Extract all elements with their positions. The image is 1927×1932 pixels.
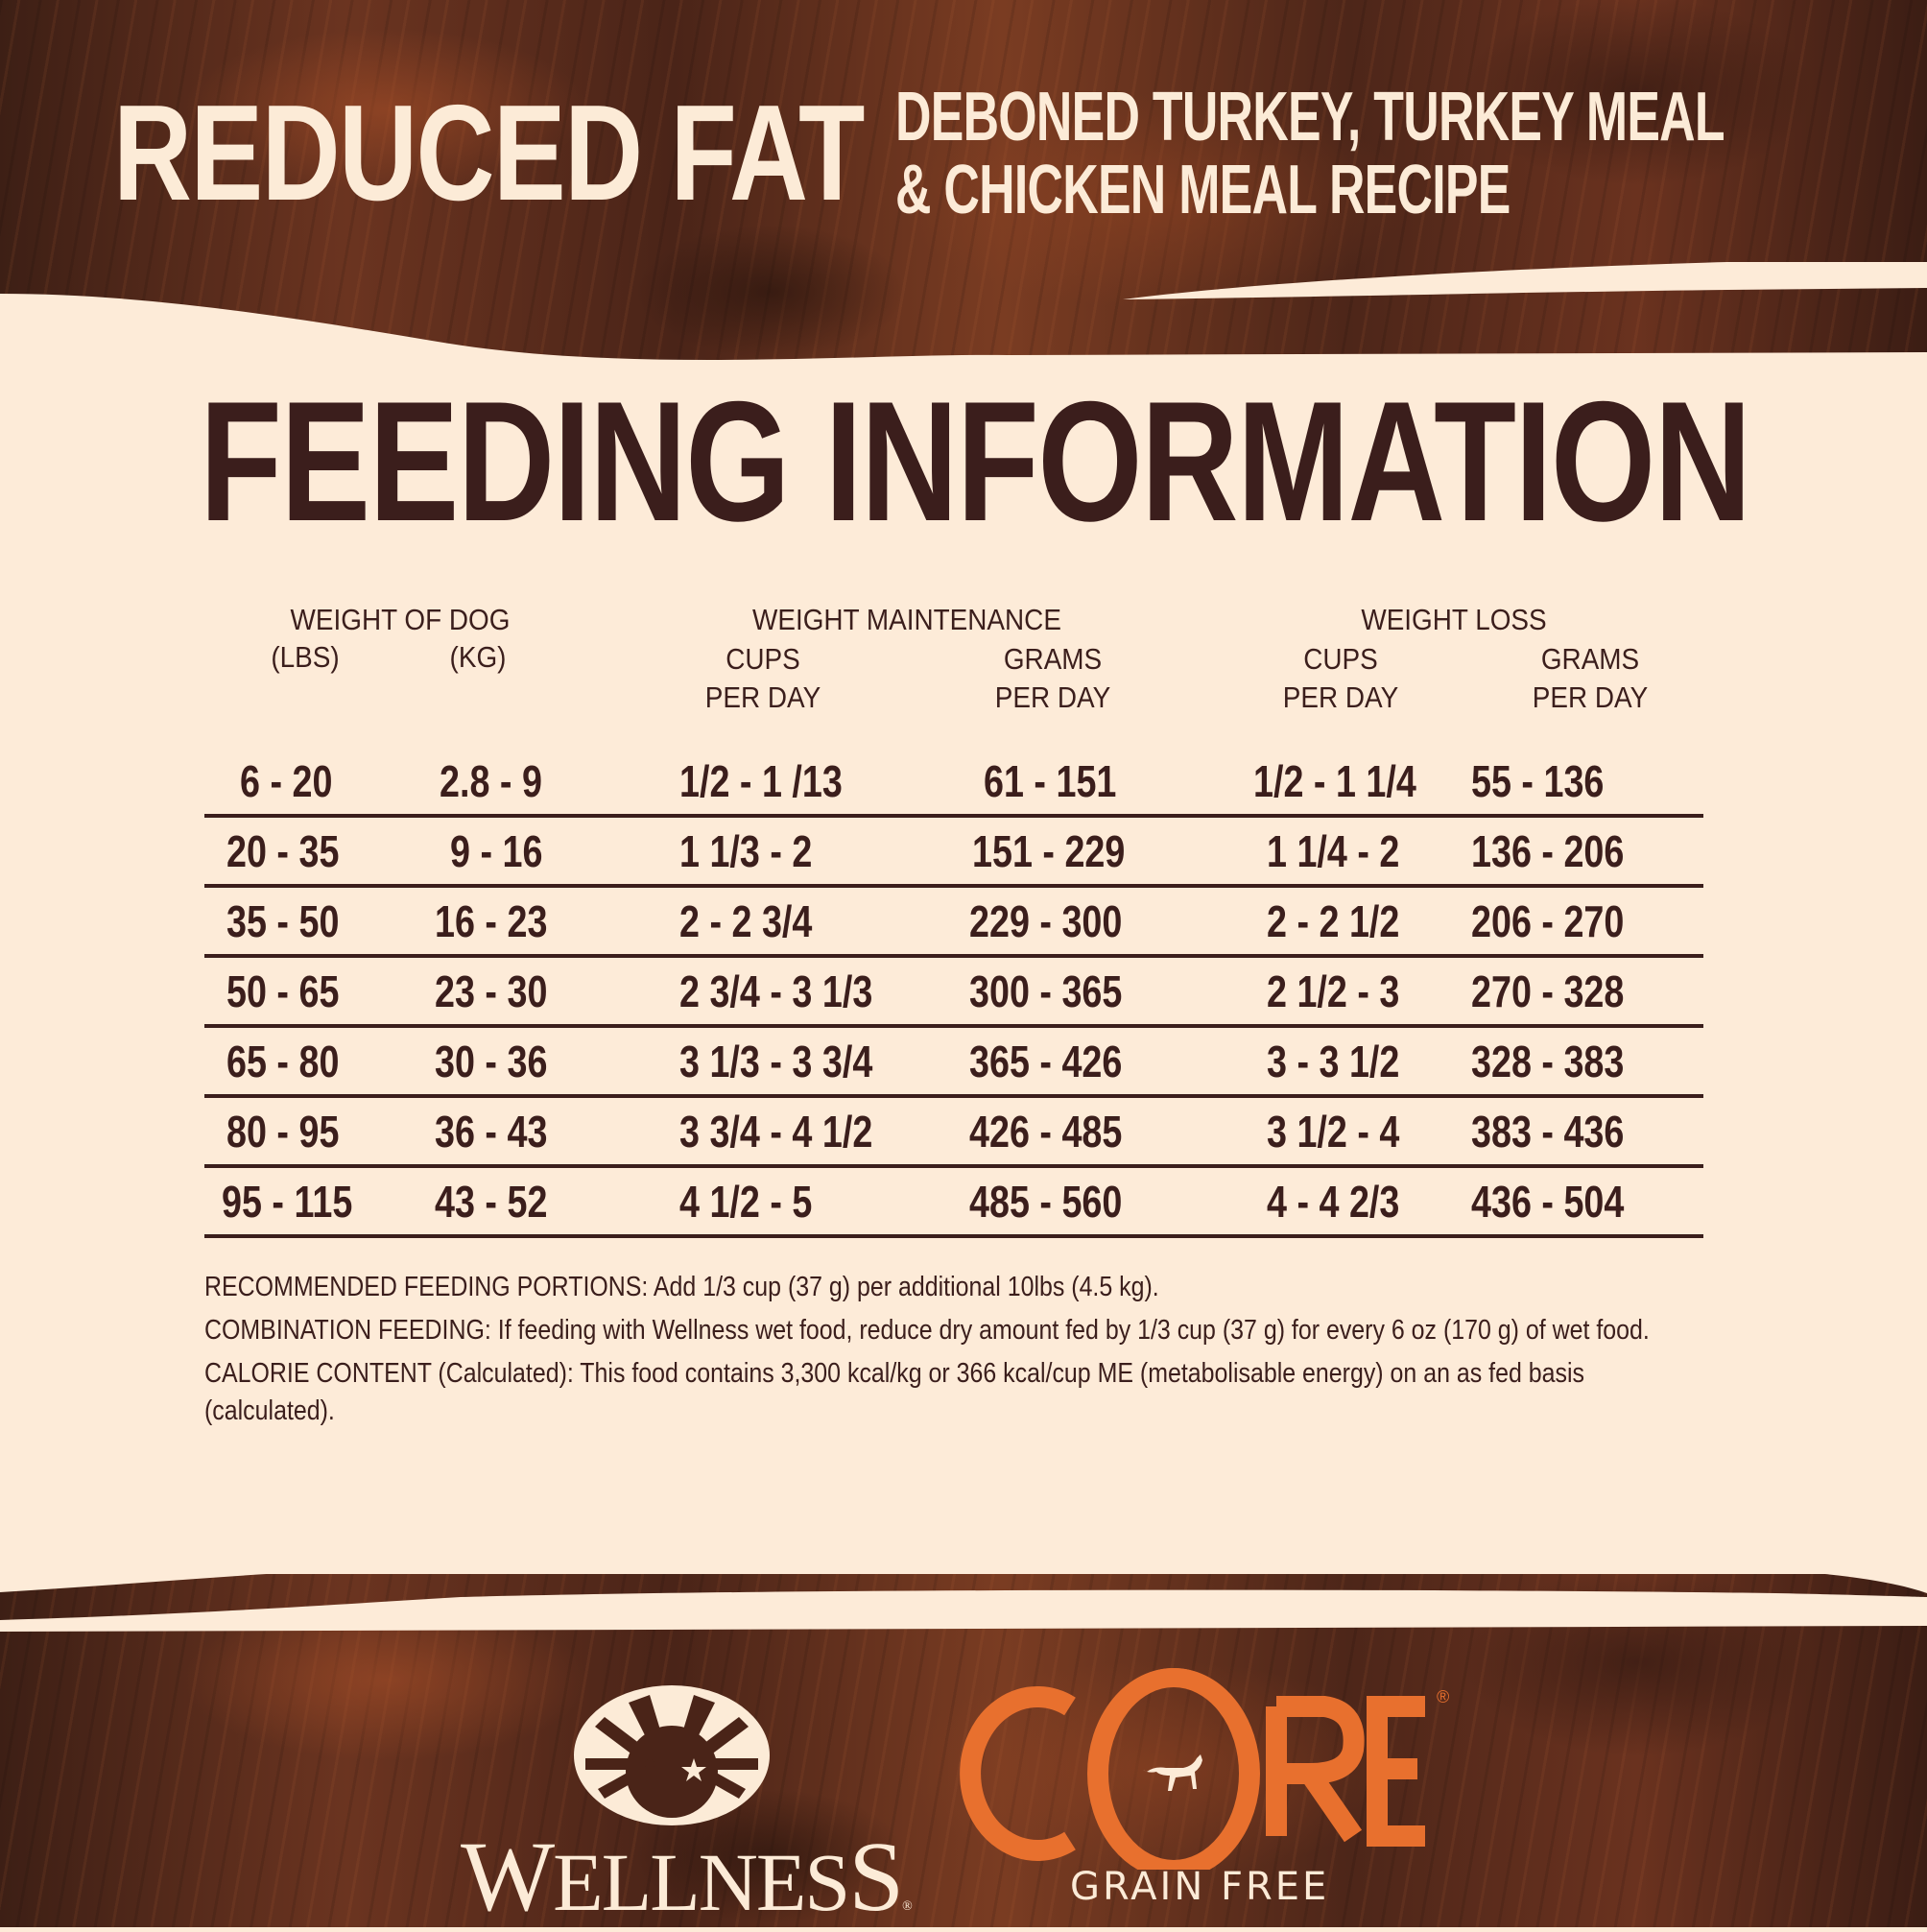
cell-wl-grams: 55 - 136 xyxy=(1471,756,1605,806)
cell-lbs: 95 - 115 xyxy=(222,1176,353,1227)
cell-wm-grams: 61 - 151 xyxy=(984,756,1117,806)
cell-wl-cups: 4 - 4 2/3 xyxy=(1267,1176,1400,1227)
cell-wl-cups: 3 - 3 1/2 xyxy=(1267,1036,1400,1086)
table-row: 20 - 35 9 - 16 1 1/3 - 2 151 - 229 1 1/4… xyxy=(204,818,1703,888)
table-row: 65 - 80 30 - 36 3 1/3 - 3 3/4 365 - 426 … xyxy=(204,1028,1703,1098)
cell-lbs: 20 - 35 xyxy=(226,825,340,876)
cell-wm-cups: 2 3/4 - 3 1/3 xyxy=(679,966,873,1016)
cell-wl-grams: 206 - 270 xyxy=(1471,895,1625,946)
col-header-wl-cups: CUPS xyxy=(1303,642,1378,676)
cell-wm-grams: 485 - 560 xyxy=(969,1176,1123,1227)
cell-wl-grams: 383 - 436 xyxy=(1471,1106,1625,1157)
recipe-name: DEBONED TURKEY, TURKEY MEAL & CHICKEN ME… xyxy=(895,81,1725,227)
group-header-weight-loss: WEIGHT LOSS xyxy=(1361,603,1547,636)
col-header-kg: (KG) xyxy=(449,640,507,674)
note-recommended-portions: RECOMMENDED FEEDING PORTIONS: Add 1/3 cu… xyxy=(204,1272,1159,1302)
table-row: 95 - 115 43 - 52 4 1/2 - 5 485 - 560 4 -… xyxy=(204,1168,1703,1238)
cell-kg: 43 - 52 xyxy=(435,1176,548,1227)
cell-wl-grams: 328 - 383 xyxy=(1471,1036,1625,1086)
cell-wl-cups: 2 1/2 - 3 xyxy=(1267,966,1400,1016)
product-line-title: REDUCED FAT xyxy=(113,77,865,229)
feeding-notes: RECOMMENDED FEEDING PORTIONS: Add 1/3 cu… xyxy=(204,1269,1701,1436)
cell-lbs: 50 - 65 xyxy=(226,966,340,1016)
table-row: 50 - 65 23 - 30 2 3/4 - 3 1/3 300 - 365 … xyxy=(204,958,1703,1028)
core-logo: ® GRAIN FREE xyxy=(955,1668,1473,1927)
cell-kg: 23 - 30 xyxy=(435,966,548,1016)
cell-wl-grams: 436 - 504 xyxy=(1471,1176,1625,1227)
cell-wm-cups: 1 1/3 - 2 xyxy=(679,825,813,876)
col-header-lbs: (LBS) xyxy=(271,640,340,674)
note-combination-feeding: COMBINATION FEEDING: If feeding with Wel… xyxy=(204,1315,1650,1346)
group-header-weight-maintenance: WEIGHT MAINTENANCE xyxy=(752,603,1061,636)
cell-wm-grams: 300 - 365 xyxy=(969,966,1123,1016)
table-row: 35 - 50 16 - 23 2 - 2 3/4 229 - 300 2 - … xyxy=(204,888,1703,958)
cell-kg: 16 - 23 xyxy=(435,895,548,946)
grain-free-tagline: GRAIN FREE xyxy=(1070,1865,1330,1909)
cell-lbs: 6 - 20 xyxy=(240,756,333,806)
cell-kg: 9 - 16 xyxy=(450,825,543,876)
table-row: 80 - 95 36 - 43 3 3/4 - 4 1/2 426 - 485 … xyxy=(204,1098,1703,1168)
cell-kg: 36 - 43 xyxy=(435,1106,548,1157)
cell-wl-cups: 1 1/4 - 2 xyxy=(1267,825,1400,876)
cell-kg: 2.8 - 9 xyxy=(440,756,542,806)
page-title: FEEDING INFORMATION xyxy=(200,366,1751,557)
cell-kg: 30 - 36 xyxy=(435,1036,548,1086)
cell-lbs: 65 - 80 xyxy=(226,1036,340,1086)
cell-wm-cups: 3 1/3 - 3 3/4 xyxy=(679,1036,873,1086)
sun-moon-logo-icon xyxy=(574,1685,770,1825)
table-row: 6 - 20 2.8 - 9 1/2 - 1 /13 61 - 151 1/2 … xyxy=(204,749,1703,818)
col-header-wm-grams-per-day: PER DAY xyxy=(994,680,1111,714)
col-header-wl-grams-per-day: PER DAY xyxy=(1532,680,1649,714)
cell-wl-cups: 2 - 2 1/2 xyxy=(1267,895,1400,946)
col-header-wl-cups-per-day: PER DAY xyxy=(1282,680,1399,714)
cell-wl-grams: 270 - 328 xyxy=(1471,966,1625,1016)
cell-wl-cups: 1/2 - 1 1/4 xyxy=(1253,756,1416,806)
cell-wl-grams: 136 - 206 xyxy=(1471,825,1625,876)
group-header-weight-of-dog: WEIGHT OF DOG xyxy=(290,603,511,636)
cell-wm-cups: 3 3/4 - 4 1/2 xyxy=(679,1106,873,1157)
core-wordmark-icon xyxy=(960,1668,1425,1870)
cell-wl-cups: 3 1/2 - 4 xyxy=(1267,1106,1400,1157)
cell-wm-grams: 229 - 300 xyxy=(969,895,1123,946)
col-header-wm-cups: CUPS xyxy=(726,642,800,676)
cell-wm-cups: 4 1/2 - 5 xyxy=(679,1176,813,1227)
col-header-wl-grams: GRAMS xyxy=(1540,642,1640,676)
core-registered-mark: ® xyxy=(1437,1687,1450,1706)
cell-wm-grams: 365 - 426 xyxy=(969,1036,1123,1086)
cell-wm-grams: 426 - 485 xyxy=(969,1106,1123,1157)
cell-wm-grams: 151 - 229 xyxy=(972,825,1126,876)
cell-lbs: 80 - 95 xyxy=(226,1106,340,1157)
cell-wm-cups: 2 - 2 3/4 xyxy=(679,895,813,946)
product-header: REDUCED FAT DEBONED TURKEY, TURKEY MEAL … xyxy=(113,81,1927,227)
wellness-logo: WELLNESS® xyxy=(441,1678,913,1932)
recipe-name-line-1: DEBONED TURKEY, TURKEY MEAL xyxy=(895,79,1725,155)
wellness-wordmark: WELLNESS® xyxy=(461,1822,913,1932)
cell-lbs: 35 - 50 xyxy=(226,895,340,946)
col-header-wm-grams: GRAMS xyxy=(1003,642,1103,676)
cell-wm-cups: 1/2 - 1 /13 xyxy=(679,756,843,806)
wolf-icon xyxy=(1143,1754,1202,1791)
note-calorie-content: CALORIE CONTENT (Calculated): This food … xyxy=(204,1358,1584,1426)
recipe-name-line-2: & CHICKEN MEAL RECIPE xyxy=(895,152,1511,228)
feeding-table: 6 - 20 2.8 - 9 1/2 - 1 /13 61 - 151 1/2 … xyxy=(204,749,1703,1238)
col-header-wm-cups-per-day: PER DAY xyxy=(704,680,821,714)
